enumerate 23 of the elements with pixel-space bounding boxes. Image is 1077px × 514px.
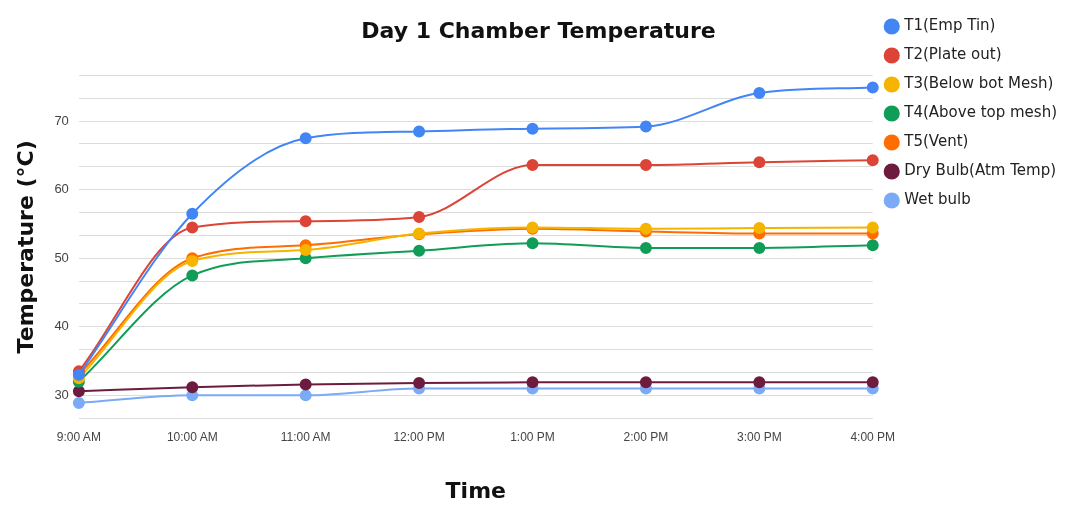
legend-label: T5(Vent) [903,132,969,151]
legend-label: Dry Bulb(Atm Temp) [904,161,1057,180]
y-tick-label: 30 [54,386,69,402]
legend-label: T2(Plate out) [903,45,1002,64]
y-tick-label: 70 [54,112,69,128]
y-tick-label: 40 [54,318,69,334]
x-tick-label: 9:00 AM [56,429,101,444]
x-tick-label: 3:00 PM [736,429,782,444]
x-tick-label: 10:00 AM [166,429,218,444]
x-tick-label: 2:00 PM [623,429,669,444]
y-axis-title: Temperature (°C) [12,140,38,354]
y-tick-label: 60 [54,181,69,197]
chart-title: Day 1 Chamber Temperature [361,17,716,43]
legend-label: T1(Emp Tin) [903,16,996,35]
legend-label: T3(Below bot Mesh) [903,74,1054,93]
x-axis-title: Time [445,477,507,503]
x-tick-label: 11:00 AM [280,429,331,444]
legend-label: Wet bulb [904,190,971,209]
legend-label: T4(Above top mesh) [903,103,1058,122]
x-tick-label: 12:00 PM [393,429,445,444]
x-tick-label: 1:00 PM [510,429,555,444]
x-tick-label: 4:00 PM [850,429,896,444]
y-tick-label: 50 [54,249,69,265]
